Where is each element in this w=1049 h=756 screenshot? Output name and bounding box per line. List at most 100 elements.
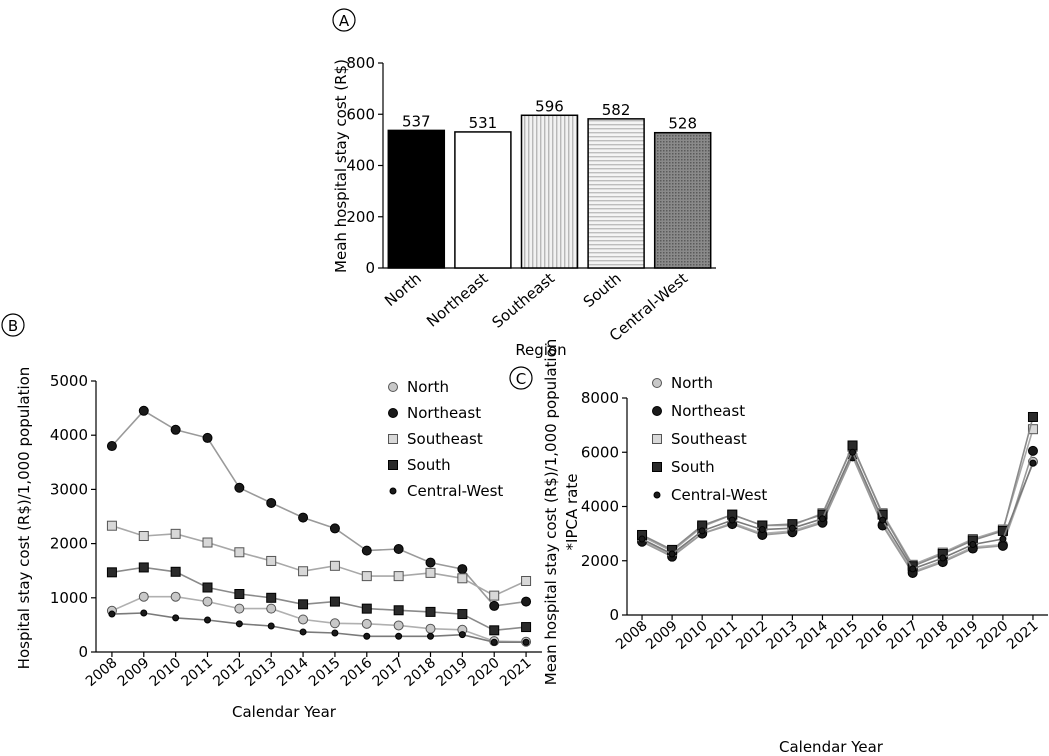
chart-c-lines — [637, 411, 1038, 578]
chart-b-x-tick-label: 2014 — [274, 655, 312, 690]
point-north — [425, 623, 436, 634]
chart-c-line: 0200040006000800020082009201020112012201… — [542, 339, 1048, 756]
point-southeast — [202, 537, 213, 548]
x-tick-label-southeast: Southeast — [488, 269, 558, 332]
point-central-west — [299, 628, 307, 636]
chart-b-x-tick-label: 2011 — [178, 655, 216, 690]
point-south — [329, 596, 340, 607]
chart-b-x-tick-label: 2008 — [83, 655, 121, 690]
series-line-central-west — [641, 450, 1034, 570]
point-north — [298, 614, 309, 625]
point-southeast — [425, 567, 436, 578]
series-line-north — [111, 595, 527, 643]
bar-northeast — [454, 131, 512, 269]
point-central-west — [698, 527, 706, 535]
point-central-west — [969, 540, 977, 548]
point-northeast — [361, 545, 372, 556]
bar-central-west — [653, 131, 712, 269]
chart-a-y-tick-label: 200 — [346, 208, 375, 226]
chart-c-x-tick-label: 2011 — [703, 618, 741, 653]
chart-b-x-tick-label: 2013 — [242, 655, 280, 690]
svg-text:B: B — [8, 317, 18, 335]
chart-b-line: 0100020003000400050002008200920102011201… — [15, 367, 542, 721]
chart-b-y-tick-label: 2000 — [50, 535, 88, 553]
chart-c-y-tick-label: 4000 — [581, 498, 619, 516]
point-central-west — [490, 638, 498, 646]
bar-value-label: 537 — [402, 112, 431, 130]
point-northeast — [170, 424, 181, 435]
legend-marker-southeast — [388, 434, 398, 444]
chart-c-x-tick-label: 2021 — [1004, 618, 1042, 653]
point-southeast — [1027, 424, 1038, 435]
series-line-northeast — [641, 450, 1034, 574]
point-central-west — [909, 565, 917, 573]
point-central-west — [879, 516, 887, 524]
chart-c-y-tick-label: 0 — [609, 606, 619, 624]
chart-b-y-tick-label: 5000 — [50, 372, 88, 390]
point-southeast — [521, 575, 532, 586]
chart-b-x-tick-label: 2020 — [465, 655, 503, 690]
legend-label-central-west: Central-West — [671, 486, 767, 504]
chart-a-y-tick-label: 0 — [365, 259, 375, 277]
chart-c-y-tick-label: 8000 — [581, 389, 619, 407]
point-south — [298, 599, 309, 610]
point-south — [266, 592, 277, 603]
legend-marker-south — [652, 462, 662, 472]
chart-c-legend: North Northeast Southeast South Central-West — [652, 374, 767, 504]
chart-a-ylabel: Meah hospital stay cost (R$) — [332, 59, 350, 273]
chart-b-x-tick-label: 2015 — [306, 655, 344, 690]
legend-marker-north — [652, 378, 662, 388]
point-southeast — [266, 555, 277, 566]
point-southeast — [489, 590, 500, 601]
chart-c-ylabel2: *IPCA rate — [563, 474, 581, 551]
chart-a-xlabel: Region — [515, 341, 566, 359]
chart-b-x-tick-label: 2009 — [115, 655, 153, 690]
chart-b-legend: North Northeast Southeast South Central-West — [388, 378, 503, 500]
point-southeast — [138, 531, 149, 542]
legend-label-south: South — [671, 458, 715, 476]
point-south — [1027, 411, 1038, 422]
chart-c-x-tick-label: 2016 — [854, 618, 892, 653]
point-north — [202, 596, 213, 607]
chart-c-x-tick-label: 2018 — [914, 618, 952, 653]
chart-b-x-tick-label: 2012 — [210, 655, 248, 690]
chart-b-ylabel: Hospital stay cost (R$)/1,000 population — [15, 367, 33, 670]
point-central-west — [204, 616, 211, 624]
legend-marker-northeast — [652, 406, 662, 416]
point-south — [234, 589, 245, 600]
bar-value-label: 582 — [602, 101, 631, 119]
point-northeast — [393, 544, 404, 555]
point-north — [393, 620, 404, 631]
chart-c-xlabel: Calendar Year — [779, 738, 884, 756]
point-central-west — [638, 535, 646, 543]
chart-b-y-tick-label: 0 — [78, 643, 88, 661]
bar-southeast — [520, 114, 579, 269]
point-north — [361, 618, 372, 629]
point-central-west — [522, 638, 530, 646]
chart-b-x-tick-label: 2021 — [497, 655, 535, 690]
chart-b-xlabel: Calendar Year — [232, 703, 337, 721]
point-south — [138, 562, 149, 573]
chart-c-x-tick-label: 2020 — [974, 618, 1012, 653]
series-line-northeast — [111, 409, 527, 607]
point-northeast — [138, 405, 149, 416]
legend-marker-central-west — [389, 487, 397, 495]
point-southeast — [234, 547, 245, 558]
point-central-west — [999, 535, 1007, 543]
chart-c-x-tick-label: 2017 — [884, 618, 922, 653]
point-southeast — [298, 566, 309, 577]
point-central-west — [1029, 459, 1037, 467]
point-northeast — [298, 512, 309, 523]
legend-label-central-west: Central-West — [407, 482, 503, 500]
point-south — [202, 582, 213, 593]
point-central-west — [427, 632, 434, 640]
chart-b-lines — [106, 405, 532, 647]
legend-label-southeast: Southeast — [671, 430, 747, 448]
legend-marker-north — [388, 382, 398, 392]
legend-label-north: North — [671, 374, 713, 392]
point-central-west — [818, 515, 826, 523]
point-northeast — [457, 564, 468, 575]
legend-label-northeast: Northeast — [407, 404, 481, 422]
chart-c-x-tick-label: 2012 — [733, 618, 771, 653]
